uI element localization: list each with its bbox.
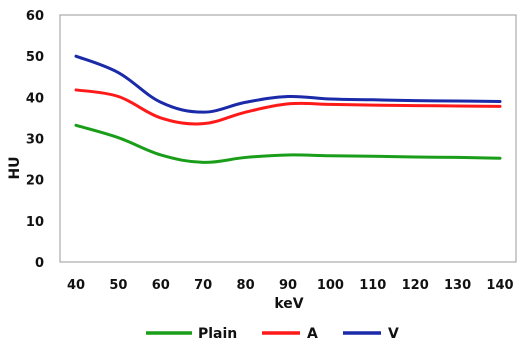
data-point-plain xyxy=(202,161,205,164)
data-point-v xyxy=(498,100,502,103)
series-lines xyxy=(74,54,502,164)
x-tick-label: 110 xyxy=(359,278,386,293)
data-point-a xyxy=(286,102,290,106)
data-point-a xyxy=(202,122,205,125)
x-tick-label: 70 xyxy=(194,278,212,293)
data-point-v xyxy=(74,54,78,58)
y-axis-label: HU xyxy=(7,156,23,179)
data-point-v xyxy=(329,97,332,101)
data-point-plain xyxy=(74,124,78,127)
x-tick-label: 100 xyxy=(317,278,344,293)
x-tick-label: 130 xyxy=(444,278,471,293)
legend-label: V xyxy=(388,326,399,342)
data-point-v xyxy=(202,110,205,114)
x-tick-label: 50 xyxy=(109,278,127,293)
y-tick-label: 30 xyxy=(26,133,44,148)
data-point-a xyxy=(74,88,78,92)
legend-item-plain: Plain xyxy=(146,326,237,342)
data-point-v xyxy=(244,101,247,104)
data-point-plain xyxy=(329,154,332,157)
y-tick-label: 10 xyxy=(26,215,44,230)
data-point-v xyxy=(159,101,162,104)
x-tick-label: 90 xyxy=(279,278,297,293)
data-point-a xyxy=(498,105,502,108)
y-tick-label: 60 xyxy=(26,9,44,24)
legend-item-v: V xyxy=(343,326,399,342)
data-point-plain xyxy=(414,155,417,159)
x-tick-label: 140 xyxy=(486,278,513,293)
data-point-a xyxy=(159,116,162,120)
legend-label: A xyxy=(307,326,318,342)
legend-label: Plain xyxy=(198,326,237,342)
data-point-v xyxy=(286,95,290,98)
y-tick-label: 0 xyxy=(35,256,44,271)
data-point-plain xyxy=(117,136,120,139)
data-point-v xyxy=(371,98,374,102)
data-point-v xyxy=(117,71,120,74)
x-tick-label: 40 xyxy=(67,278,85,293)
data-point-plain xyxy=(159,153,162,157)
data-point-a xyxy=(414,104,417,107)
data-point-v xyxy=(414,99,417,102)
x-tick-label: 120 xyxy=(402,278,429,293)
y-tick-label: 40 xyxy=(26,91,44,106)
data-point-plain xyxy=(498,157,502,160)
data-point-plain xyxy=(371,155,374,158)
data-point-a xyxy=(244,110,247,114)
legend: Plain A V xyxy=(146,326,399,342)
legend-item-a: A xyxy=(262,326,318,342)
x-axis-ticks: 40 50 60 70 80 90 100 110 120 130 140 xyxy=(67,278,514,293)
x-tick-label: 80 xyxy=(237,278,255,293)
data-point-plain xyxy=(286,153,290,157)
data-point-a xyxy=(117,95,120,98)
data-point-plain xyxy=(456,156,459,159)
plot-area xyxy=(59,14,517,263)
data-point-a xyxy=(456,104,459,108)
y-tick-label: 20 xyxy=(26,174,44,189)
y-tick-label: 50 xyxy=(26,50,44,65)
data-point-plain xyxy=(244,156,247,159)
y-axis-ticks: 0 10 20 30 40 50 60 xyxy=(26,9,44,271)
data-point-a xyxy=(371,103,374,107)
x-axis-label: keV xyxy=(274,296,303,312)
data-point-v xyxy=(456,99,459,103)
x-tick-label: 60 xyxy=(152,278,170,293)
data-point-a xyxy=(329,103,332,106)
